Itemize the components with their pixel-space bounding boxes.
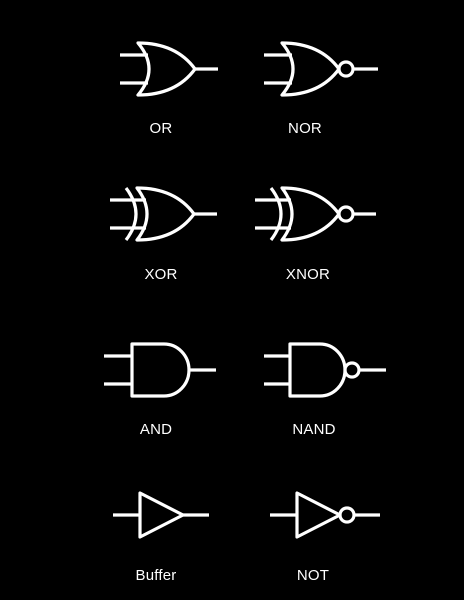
or-label: OR bbox=[149, 120, 173, 137]
nor-gate-icon bbox=[264, 41, 378, 97]
buffer-gate-icon bbox=[113, 491, 209, 539]
nor-label: NOR bbox=[288, 120, 322, 137]
not-gate-icon bbox=[270, 491, 380, 539]
or-gate-icon bbox=[120, 41, 218, 97]
xnor-label: XNOR bbox=[285, 266, 331, 283]
xor-label: XOR bbox=[144, 266, 178, 283]
buffer-label: Buffer bbox=[135, 567, 177, 584]
nand-label: NAND bbox=[292, 421, 336, 438]
xnor-gate-icon bbox=[255, 186, 376, 242]
nand-gate-icon bbox=[264, 342, 386, 398]
not-label: NOT bbox=[296, 567, 330, 584]
xor-gate-icon bbox=[110, 186, 217, 242]
and-label: AND bbox=[139, 421, 173, 438]
and-gate-icon bbox=[104, 342, 216, 398]
